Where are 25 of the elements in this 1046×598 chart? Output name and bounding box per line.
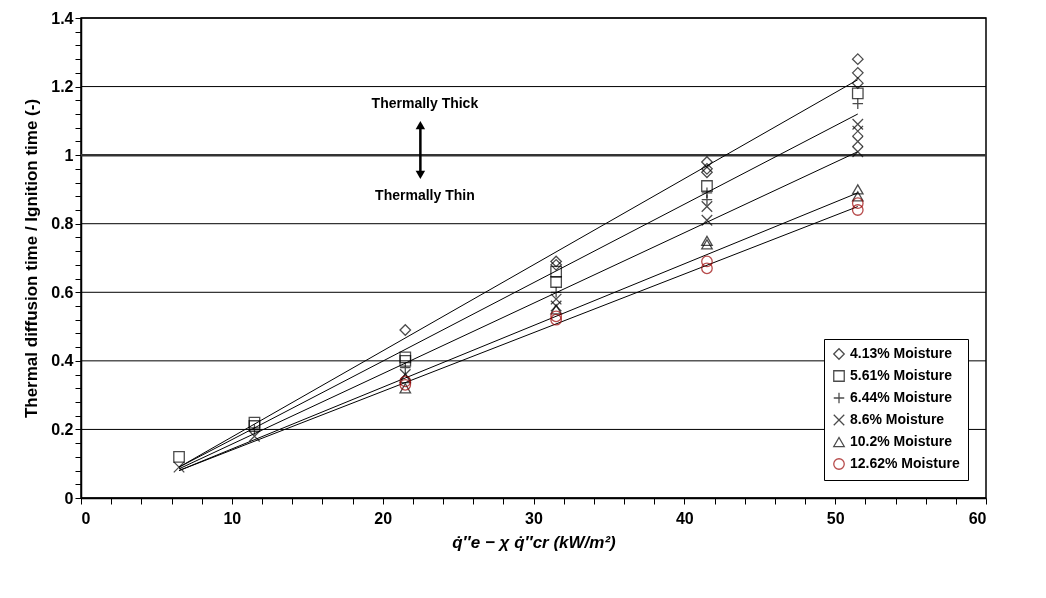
x-tick-label: 0 [81,509,91,527]
y-tick-label: 0 [64,489,74,507]
x-tick-label: 20 [374,509,393,527]
x-tick-label: 50 [826,509,845,527]
y-tick-label: 0.6 [51,283,74,301]
y-tick-label: 0.8 [51,215,74,233]
legend-label: 12.62% Moisture [850,455,960,471]
x-tick-label: 10 [223,509,242,527]
y-tick-label: 0.2 [51,420,74,438]
legend-label: 10.2% Moisture [850,433,953,449]
x-tick-label: 30 [525,509,543,527]
x-tick-label: 60 [968,509,987,527]
y-axis-title: Thermal diffusion time / Ignition time (-) [22,98,42,419]
y-tick-label: 1.4 [51,9,74,27]
legend-label: 5.61% Moisture [850,367,953,383]
legend-label: 4.13% Moisture [850,345,953,361]
y-tick-label: 1.2 [51,78,74,96]
annotation: Thermally Thick [371,95,479,112]
legend-label: 6.44% Moisture [850,389,953,405]
y-tick-label: 1 [64,146,74,164]
x-axis-title: q̇″e − χ q̇″cr (kW/m²) [452,532,617,552]
annotation: Thermally Thin [375,186,475,203]
y-tick-label: 0.4 [51,352,74,370]
legend-label: 8.6% Moisture [850,411,945,427]
x-tick-label: 40 [675,509,694,527]
